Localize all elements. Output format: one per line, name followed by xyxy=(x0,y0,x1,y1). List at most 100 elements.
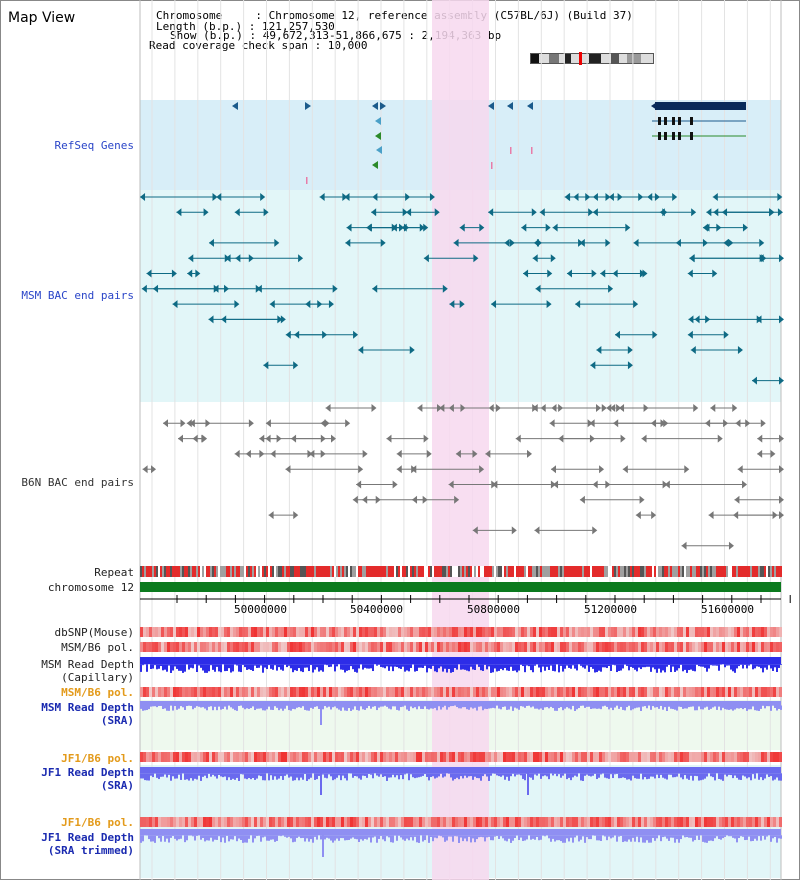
polymorphism-cell xyxy=(305,752,308,762)
read-depth-bar xyxy=(380,835,382,837)
polymorphism-cell xyxy=(632,627,635,637)
msm-bac-pair-end xyxy=(596,346,602,354)
axis-tick-label: 51600000 xyxy=(701,603,754,616)
msm-bac-pair-end xyxy=(691,208,697,217)
polymorphism-cell xyxy=(677,752,680,762)
read-depth-bar xyxy=(618,773,620,779)
polymorphism-cell xyxy=(164,687,167,697)
read-depth-bar xyxy=(190,773,192,779)
read-depth-bar xyxy=(520,835,522,838)
polymorphism-cell xyxy=(446,817,449,827)
read-depth-bar xyxy=(460,664,462,670)
read-depth-bar xyxy=(732,705,734,711)
polymorphism-cell xyxy=(521,627,524,637)
read-depth-bar xyxy=(508,664,510,671)
read-depth-bar xyxy=(312,705,314,709)
read-depth-bar xyxy=(238,664,240,672)
track-label-b6n-bac[interactable]: B6N BAC end pairs xyxy=(21,476,134,489)
polymorphism-cell xyxy=(368,642,371,652)
repeat-segment xyxy=(424,566,426,577)
polymorphism-cell xyxy=(470,752,473,762)
read-depth-bar xyxy=(532,773,534,780)
msm-bac-pair-end xyxy=(449,300,455,309)
polymorphism-cell xyxy=(413,627,416,637)
repeat-segment xyxy=(602,566,604,577)
track-label-refseq[interactable]: RefSeq Genes xyxy=(54,139,134,152)
read-depth-bar xyxy=(402,835,404,840)
polymorphism-cell xyxy=(269,687,272,697)
polymorphism-cell xyxy=(251,642,254,652)
read-depth-bar xyxy=(274,835,276,842)
read-depth-bar xyxy=(262,773,264,781)
repeat-segment xyxy=(680,566,682,577)
polymorphism-cell xyxy=(389,752,392,762)
polymorphism-cell xyxy=(608,817,611,827)
polymorphism-cell xyxy=(248,817,251,827)
msm-bac-pair-end xyxy=(195,269,201,278)
msm-bac-pair-end xyxy=(546,300,552,309)
polymorphism-cell xyxy=(731,752,734,762)
repeat-segment xyxy=(338,566,340,577)
polymorphism-cell xyxy=(176,642,179,652)
read-depth-bar xyxy=(350,664,352,667)
b6n-bac-pair-end xyxy=(663,419,669,428)
read-depth-bar xyxy=(758,835,760,837)
polymorphism-cell xyxy=(209,627,212,637)
polymorphism-cell xyxy=(194,687,197,697)
polymorphism-cell xyxy=(674,817,677,827)
read-depth-bar xyxy=(354,705,356,707)
polymorphism-cell xyxy=(662,752,665,762)
polymorphism-cell xyxy=(593,642,596,652)
read-depth-bar xyxy=(740,835,742,837)
b6n-bac-pair-end xyxy=(285,465,291,474)
polymorphism-cell xyxy=(752,752,755,762)
read-depth-bar xyxy=(400,664,402,669)
read-depth-bar xyxy=(202,773,204,777)
read-depth-bar xyxy=(178,705,180,709)
msm-bac-pair-end xyxy=(605,193,611,201)
read-depth-bar xyxy=(552,773,554,776)
read-depth-bar xyxy=(184,705,186,710)
read-depth-bar xyxy=(458,773,460,780)
gene-exon xyxy=(690,132,693,140)
polymorphism-cell xyxy=(170,817,173,827)
polymorphism-cell xyxy=(467,752,470,762)
read-depth-bar xyxy=(606,664,608,669)
polymorphism-cell xyxy=(776,817,779,827)
msm-bac-pair-end xyxy=(453,238,459,247)
msm-bac-pair-end xyxy=(608,284,614,293)
polymorphism-cell xyxy=(473,627,476,637)
polymorphism-cell xyxy=(428,627,431,637)
polymorphism-cell xyxy=(602,687,605,697)
polymorphism-cell xyxy=(248,642,251,652)
read-depth-bar xyxy=(726,705,728,710)
repeat-segment xyxy=(368,566,370,577)
repeat-segment xyxy=(262,566,264,577)
chromosome-ideogram[interactable] xyxy=(530,52,654,65)
read-depth-bar xyxy=(364,705,366,710)
polymorphism-cell xyxy=(320,752,323,762)
track-label-msm-bac[interactable]: MSM BAC end pairs xyxy=(21,289,134,302)
repeat-segment xyxy=(180,566,182,577)
read-depth-bar xyxy=(650,664,652,672)
read-depth-bar xyxy=(566,664,568,666)
read-depth-bar xyxy=(462,773,464,779)
polymorphism-cell xyxy=(290,752,293,762)
read-depth-bar xyxy=(472,835,474,839)
read-depth-bar xyxy=(218,773,220,775)
read-depth-bar xyxy=(506,705,508,710)
polymorphism-cell xyxy=(764,642,767,652)
polymorphism-cell xyxy=(377,687,380,697)
polymorphism-cell xyxy=(542,752,545,762)
polymorphism-cell xyxy=(776,627,779,637)
read-depth-bar xyxy=(696,664,698,665)
axis-tick-label: 50000000 xyxy=(234,603,287,616)
read-depth-bar xyxy=(154,705,156,707)
polymorphism-cell xyxy=(248,687,251,697)
read-depth-bar xyxy=(710,773,712,777)
track-label-chromosome: chromosome 12 xyxy=(47,581,134,594)
read-depth-bar xyxy=(530,664,532,671)
b6n-bac-pair-end xyxy=(616,404,622,412)
polymorphism-cell xyxy=(278,817,281,827)
